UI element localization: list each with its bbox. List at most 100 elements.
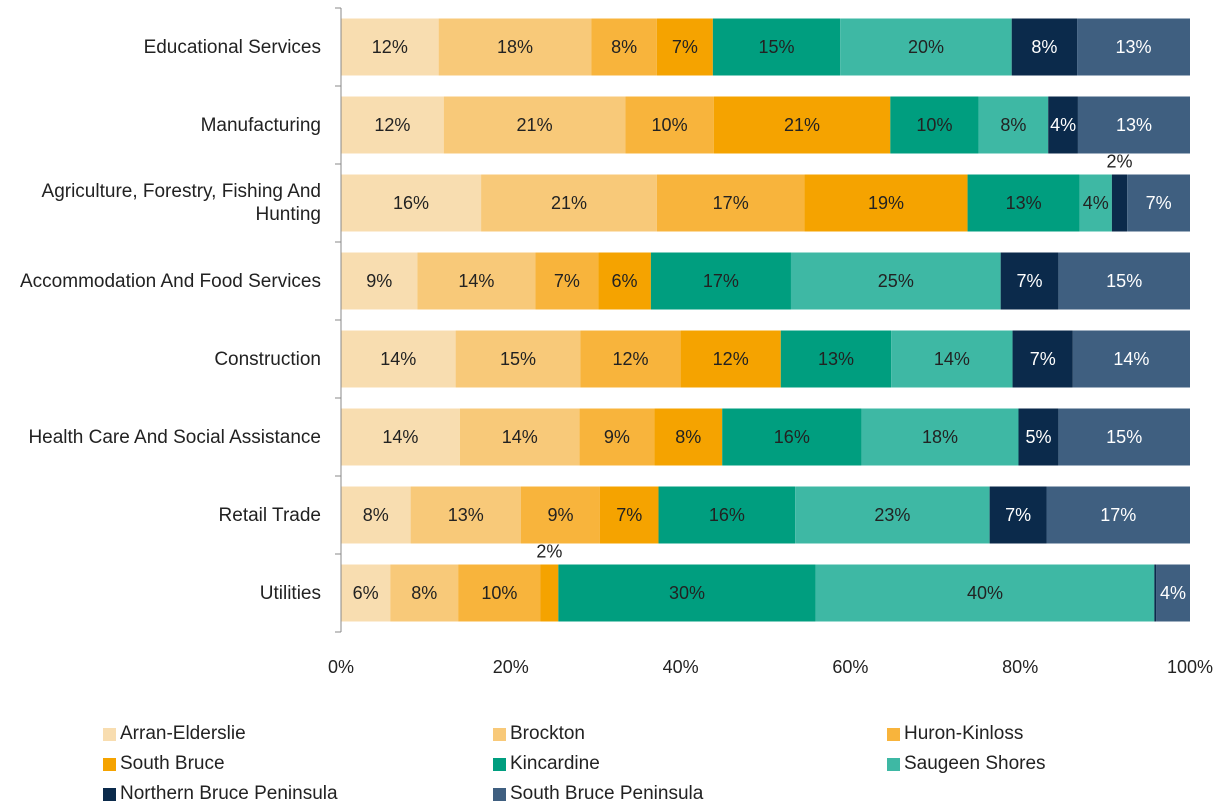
legend-label: Northern Bruce Peninsula (120, 783, 338, 804)
data-label: 15% (1106, 271, 1142, 291)
bar-segment (1012, 330, 1073, 388)
data-label: 7% (616, 505, 642, 525)
data-label: 4% (1160, 583, 1186, 603)
bar-segment (598, 252, 651, 310)
data-label: 13% (1116, 37, 1152, 57)
bar-segment (438, 18, 592, 76)
bar-segment (1079, 174, 1112, 232)
data-label: 7% (1017, 271, 1043, 291)
bar-segment (861, 408, 1019, 466)
legend-item: Saugeen Shores (887, 752, 1046, 776)
bar-segment (656, 18, 713, 76)
data-label: 8% (1000, 115, 1026, 135)
bar-segment (341, 174, 482, 232)
data-label: 12% (713, 349, 749, 369)
bar-segment (1058, 408, 1190, 466)
category-text: Accommodation And Food Services (20, 270, 321, 292)
legend-item: Kincardine (493, 752, 600, 776)
bar-segment (520, 486, 600, 544)
bar-segment (1077, 18, 1190, 76)
data-label: 14% (458, 271, 494, 291)
bar-segment (481, 174, 657, 232)
data-label: 14% (502, 427, 538, 447)
data-label: 20% (908, 37, 944, 57)
bar-segment (443, 96, 626, 154)
bar-segment (790, 252, 1001, 310)
data-label: 19% (868, 193, 904, 213)
bar-segment (891, 330, 1013, 388)
bar-segment (780, 330, 892, 388)
legend-swatch (493, 727, 506, 741)
bar-segment (658, 486, 796, 544)
bar-segment (1058, 252, 1190, 310)
data-label: 9% (547, 505, 573, 525)
data-label: 16% (774, 427, 810, 447)
data-label: 12% (612, 349, 648, 369)
data-label: 17% (703, 271, 739, 291)
data-label: 2% (536, 541, 562, 561)
data-label: 8% (611, 37, 637, 57)
bar-segment (390, 564, 459, 622)
bar-segment (1154, 564, 1157, 622)
category-label: Manufacturing (0, 86, 321, 164)
bar-segment (1018, 408, 1059, 466)
data-label: 13% (1006, 193, 1042, 213)
category-label: Agriculture, Forestry, Fishing And Hunti… (0, 164, 321, 242)
data-label: 15% (500, 349, 536, 369)
bar-segment (341, 18, 439, 76)
bar-segment (1011, 18, 1078, 76)
bar-segment (341, 330, 456, 388)
bar-segment (656, 174, 805, 232)
data-label: 8% (1031, 37, 1057, 57)
bar-segment (1000, 252, 1059, 310)
data-label: 9% (604, 427, 630, 447)
data-label: 25% (878, 271, 914, 291)
category-text: Utilities (259, 582, 321, 604)
category-text: Agriculture, Forestry, Fishing And Hunti… (41, 181, 321, 225)
category-text: Manufacturing (200, 114, 321, 136)
bar-segment (625, 96, 714, 154)
data-label: 30% (669, 583, 705, 603)
data-label: 23% (874, 505, 910, 525)
x-tick-label: 40% (663, 657, 699, 677)
data-label: 10% (481, 583, 517, 603)
data-label: 2% (1107, 151, 1133, 171)
data-label: 4% (1083, 193, 1109, 213)
data-label: 21% (517, 115, 553, 135)
data-label: 14% (1113, 349, 1149, 369)
bar-segment (840, 18, 1012, 76)
bar-segment (591, 18, 657, 76)
legend-swatch (103, 727, 116, 741)
bar-segment (535, 252, 599, 310)
bar-segment (417, 252, 536, 310)
data-label: 17% (1100, 505, 1136, 525)
data-label: 21% (784, 115, 820, 135)
category-label: Accommodation And Food Services (0, 242, 321, 320)
legend-item: Huron-Kinloss (887, 722, 1023, 746)
bar-segment (341, 486, 411, 544)
legend-label: Arran-Elderslie (120, 723, 246, 744)
bar-segment (650, 252, 791, 310)
legend-label: Saugeen Shores (904, 753, 1046, 774)
data-label: 16% (709, 505, 745, 525)
data-label: 5% (1025, 427, 1051, 447)
data-label: 8% (411, 583, 437, 603)
category-text: Educational Services (143, 36, 321, 58)
legend-swatch (887, 757, 900, 771)
bar-segment (712, 18, 841, 76)
data-label: 6% (353, 583, 379, 603)
legend-item: Brockton (493, 722, 585, 746)
legend-item: Northern Bruce Peninsula (103, 782, 338, 806)
data-label: 12% (372, 37, 408, 57)
data-label: 9% (366, 271, 392, 291)
bar-segment (713, 96, 891, 154)
bar-segment (1111, 174, 1128, 232)
data-label: 7% (1146, 193, 1172, 213)
legend-swatch (493, 787, 506, 801)
legend-item: Arran-Elderslie (103, 722, 246, 746)
bar-segment (680, 330, 781, 388)
category-text: Health Care And Social Assistance (28, 426, 321, 448)
bar-segment (1077, 96, 1190, 154)
legend-item: South Bruce Peninsula (493, 782, 703, 806)
bar-segment (795, 486, 990, 544)
